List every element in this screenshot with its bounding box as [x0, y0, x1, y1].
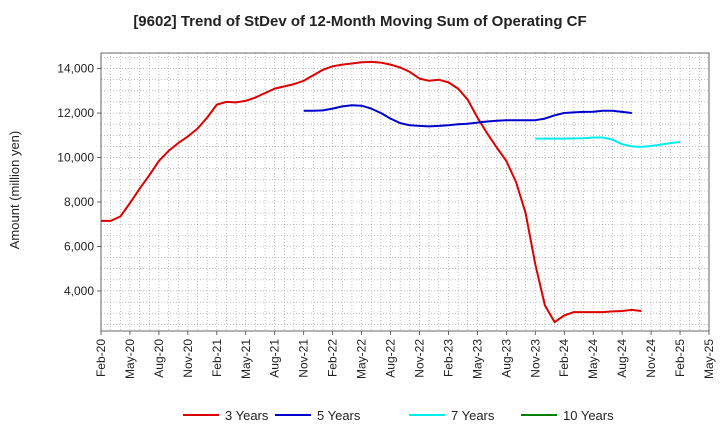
legend-label: 7 Years	[451, 408, 495, 423]
y-axis-label: Amount (million yen)	[7, 131, 22, 250]
legend: 3 Years 5 Years 7 Years 10 Years	[183, 408, 614, 423]
series-line-7-years	[535, 136, 681, 148]
x-tick-label: Aug-21	[268, 339, 282, 378]
y-tick-label: 10,000	[57, 151, 94, 165]
x-tick-label: Nov-22	[412, 339, 426, 378]
x-tick-label: Aug-24	[615, 339, 629, 378]
x-tick-label: Feb-23	[441, 339, 455, 377]
x-tick-label: Nov-23	[528, 339, 542, 378]
legend-label: 10 Years	[563, 408, 614, 423]
x-tick-label: May-21	[239, 339, 253, 379]
x-tick-label: Feb-24	[557, 339, 571, 377]
y-tick-label: 8,000	[64, 195, 94, 209]
plot-frame	[100, 52, 710, 332]
x-tick-label: May-22	[355, 339, 369, 379]
y-tick-label: 14,000	[57, 62, 94, 76]
legend-label: 5 Years	[317, 408, 361, 423]
x-tick-label: Aug-22	[384, 339, 398, 378]
x-tick-label: Feb-25	[673, 339, 687, 377]
x-tick-label: May-23	[470, 339, 484, 379]
series-line-3-years	[101, 60, 642, 324]
x-tick-label: Aug-23	[499, 339, 513, 378]
x-tick-label: May-25	[702, 339, 716, 379]
x-tick-label: Nov-21	[297, 339, 311, 378]
x-tick-label: Aug-20	[152, 339, 166, 378]
x-tick-label: May-20	[123, 339, 137, 379]
y-tick-label: 12,000	[57, 106, 94, 120]
y-tick-label: 6,000	[64, 239, 94, 253]
x-tick-label: Nov-20	[181, 339, 195, 378]
x-tick-label: Feb-21	[210, 339, 224, 377]
plot-background	[101, 53, 709, 331]
x-tick-label: Feb-20	[94, 339, 108, 377]
chart-title: [9602] Trend of StDev of 12-Month Moving…	[133, 13, 586, 30]
legend-label: 3 Years	[225, 408, 269, 423]
x-tick-label: May-24	[586, 339, 600, 379]
plot-area: 4,000 6,000 8,000 10,000 12,000 14,000 Feb-20 M…	[57, 52, 716, 379]
x-tick-label: Nov-24	[644, 339, 658, 378]
series-line-5-years	[303, 104, 632, 128]
x-tick-label: Feb-22	[326, 339, 340, 377]
y-tick-label: 4,000	[64, 284, 94, 298]
